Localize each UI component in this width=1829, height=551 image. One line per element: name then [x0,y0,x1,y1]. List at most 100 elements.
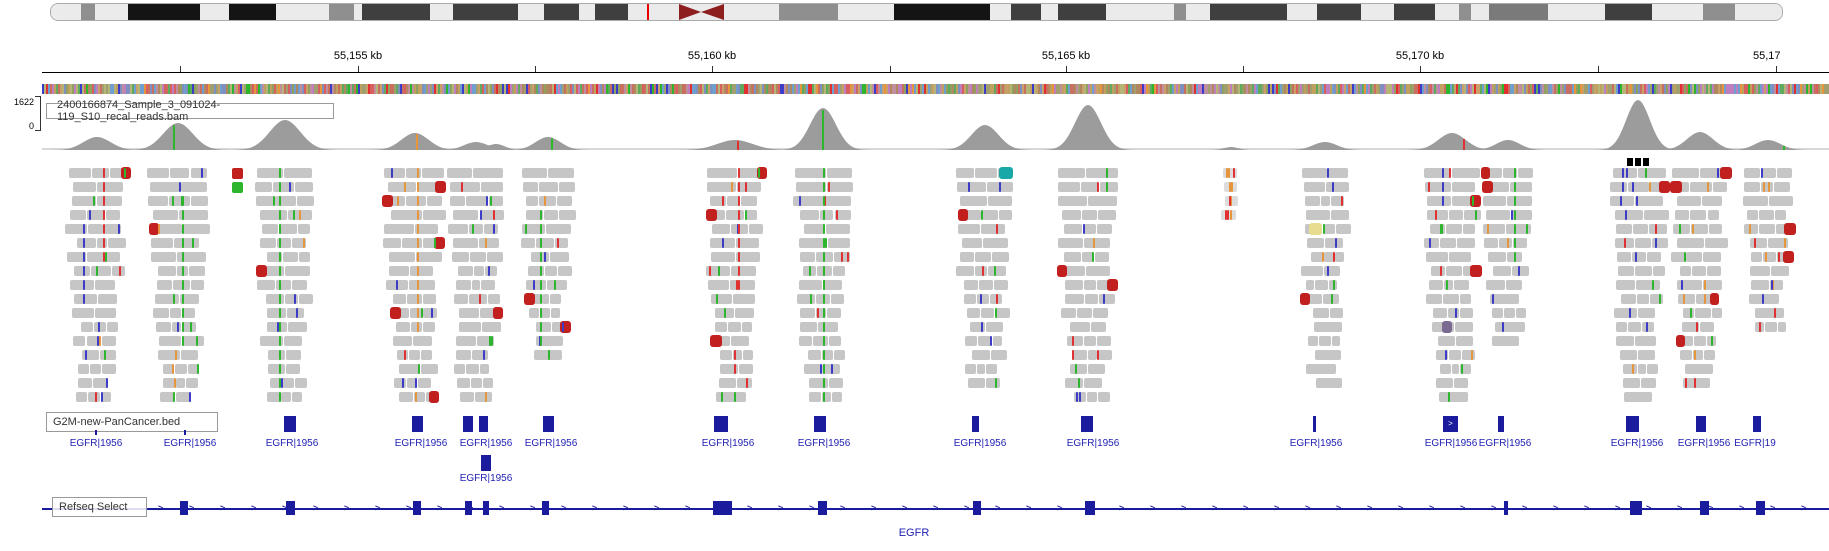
read[interactable] [709,210,726,220]
read[interactable] [1440,238,1456,248]
coverage-peak[interactable] [1235,142,1415,150]
read[interactable] [795,182,826,192]
read[interactable] [1632,252,1646,262]
read[interactable] [472,350,489,360]
exon[interactable] [1504,501,1508,515]
read[interactable] [1069,322,1091,332]
read[interactable] [446,168,473,178]
read[interactable] [706,182,737,192]
read[interactable] [1773,182,1791,192]
read[interactable] [1301,266,1323,276]
read[interactable] [155,322,171,332]
read[interactable] [1693,350,1703,360]
read[interactable] [74,266,91,276]
read[interactable] [1680,350,1693,360]
read[interactable] [727,322,742,332]
read[interactable] [521,168,548,178]
read[interactable] [1637,308,1655,318]
read[interactable] [1627,322,1641,332]
read[interactable] [405,196,427,206]
read[interactable] [833,350,846,360]
read[interactable] [168,196,191,206]
read[interactable] [1315,350,1342,360]
read[interactable] [488,294,500,304]
read[interactable] [1099,294,1115,304]
coverage-peak[interactable] [7,137,187,150]
read[interactable] [1751,252,1763,262]
read[interactable] [1301,168,1327,178]
read[interactable] [546,224,571,234]
read[interactable] [1671,252,1686,262]
read[interactable] [1462,350,1476,360]
read[interactable] [105,210,121,220]
read[interactable] [1686,252,1703,262]
read[interactable] [284,266,310,276]
read[interactable] [1316,378,1343,388]
read[interactable] [551,322,567,332]
read[interactable] [1758,210,1774,220]
read[interactable] [275,196,297,206]
read[interactable] [985,378,1000,388]
read[interactable] [812,336,829,346]
read[interactable] [169,308,182,318]
read[interactable] [422,210,446,220]
read[interactable] [180,294,200,304]
read[interactable] [95,280,115,290]
read[interactable] [77,378,92,388]
read[interactable] [1076,308,1093,318]
read[interactable] [1759,224,1776,234]
read[interactable] [1768,196,1794,206]
read[interactable] [1437,336,1455,346]
read[interactable] [382,238,402,248]
read[interactable] [415,224,439,234]
coverage-peak[interactable] [895,125,1075,150]
read[interactable] [87,252,105,262]
read[interactable] [1454,378,1469,388]
read[interactable] [459,308,479,318]
read[interactable] [1749,294,1780,304]
read[interactable] [975,266,987,276]
read[interactable] [1096,280,1114,290]
read[interactable] [831,392,843,402]
read[interactable] [803,224,825,234]
read[interactable] [1452,196,1477,206]
read[interactable] [260,336,284,346]
read[interactable] [1483,224,1505,234]
read[interactable] [545,266,557,276]
read[interactable] [1093,308,1108,318]
read[interactable] [146,168,170,178]
exon[interactable] [973,501,981,515]
read[interactable] [423,238,441,248]
read[interactable] [994,280,1009,290]
read[interactable] [87,210,105,220]
read[interactable] [1319,336,1331,346]
read[interactable] [396,350,408,360]
read[interactable] [992,336,1002,346]
read[interactable] [1636,280,1660,290]
read[interactable] [726,210,744,220]
read[interactable] [418,378,431,388]
read[interactable] [395,322,411,332]
read[interactable] [1448,308,1460,318]
read[interactable] [459,392,475,402]
read[interactable] [1463,210,1481,220]
read[interactable] [831,294,845,304]
read[interactable] [1677,280,1703,290]
read[interactable] [821,350,833,360]
read[interactable] [64,224,87,234]
read[interactable] [822,392,831,402]
read[interactable] [1433,308,1448,318]
read[interactable] [1637,350,1655,360]
read[interactable] [733,350,743,360]
read[interactable] [448,224,468,234]
read[interactable] [1424,238,1440,248]
bed-feature[interactable] [1081,416,1093,432]
read[interactable] [963,280,978,290]
read[interactable] [1776,224,1791,234]
read[interactable] [76,392,88,402]
read[interactable] [539,196,556,206]
exon[interactable] [1085,501,1095,515]
read[interactable] [97,294,118,304]
read[interactable] [257,280,275,290]
